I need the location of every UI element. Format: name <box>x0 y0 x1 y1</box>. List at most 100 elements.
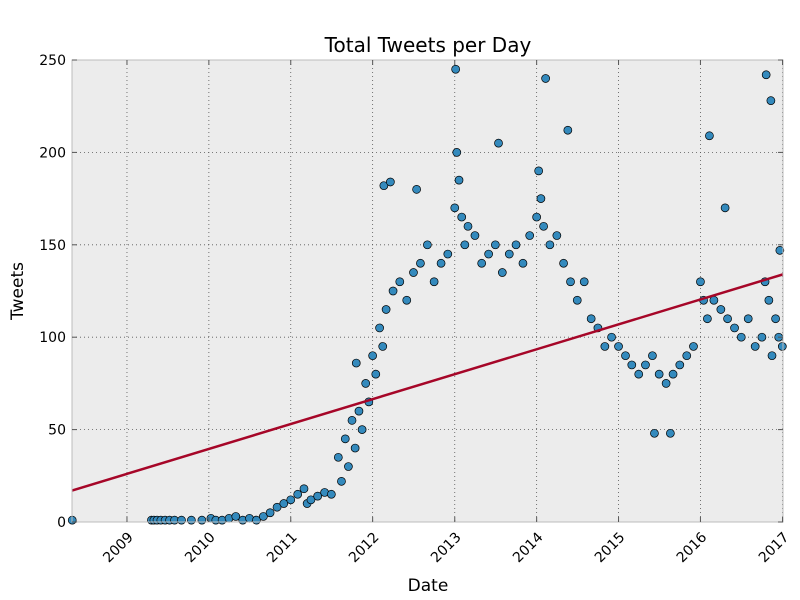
data-point <box>777 342 787 351</box>
y-tick-label: 250 <box>39 53 66 69</box>
data-point <box>450 203 460 213</box>
data-point <box>491 240 500 250</box>
data-point <box>463 221 473 231</box>
data-point <box>443 249 453 259</box>
data-point <box>650 428 659 438</box>
data-point <box>361 379 371 388</box>
x-tick-label: 2009 <box>100 530 137 567</box>
data-point <box>340 434 350 444</box>
data-point <box>402 295 412 305</box>
data-point <box>371 369 381 379</box>
data-point <box>563 125 573 135</box>
data-point <box>689 342 698 351</box>
data-point <box>541 74 550 83</box>
data-point <box>566 277 575 287</box>
data-point <box>716 305 726 314</box>
data-point <box>231 512 241 521</box>
data-point <box>572 295 582 305</box>
data-point <box>720 203 730 213</box>
data-point <box>696 277 705 287</box>
x-tick-label: 2013 <box>428 530 465 567</box>
x-tick-label: 2014 <box>510 529 547 566</box>
x-tick-label: 2010 <box>182 530 219 567</box>
data-point <box>750 342 760 351</box>
x-tick-label: 2015 <box>592 530 629 567</box>
data-point <box>423 240 432 250</box>
data-point <box>457 212 467 222</box>
axis-ticks <box>72 59 784 523</box>
data-point <box>272 502 282 512</box>
data-point <box>379 181 389 191</box>
data-point <box>614 342 623 351</box>
data-point <box>730 323 739 333</box>
data-point <box>350 443 360 453</box>
data-point <box>654 369 664 379</box>
data-point <box>705 131 714 141</box>
data-point <box>381 305 391 314</box>
data-point <box>682 351 692 361</box>
data-point <box>775 245 785 255</box>
data-point <box>452 148 462 157</box>
data-point <box>668 369 678 379</box>
data-point <box>416 258 425 268</box>
data-point <box>279 499 289 508</box>
y-tick-labels: 0 50 100 150 200 250 <box>39 53 66 531</box>
data-point <box>484 249 493 259</box>
plot-area <box>72 60 783 522</box>
data-point <box>368 351 377 361</box>
data-point <box>586 314 596 324</box>
data-point <box>536 194 546 203</box>
data-point <box>511 240 521 250</box>
data-point <box>723 314 732 324</box>
data-point <box>736 332 746 342</box>
data-point <box>600 342 610 351</box>
data-point <box>327 489 336 499</box>
x-axis-label: Date <box>408 576 449 596</box>
data-point <box>333 452 343 462</box>
x-tick-labels: 2009 2010 2011 2012 2013 2014 2015 2016 2017 <box>100 529 792 566</box>
y-tick-label: 50 <box>48 423 66 439</box>
data-point <box>197 515 207 525</box>
data-point <box>497 268 507 277</box>
data-point <box>532 212 542 222</box>
data-point <box>357 425 367 434</box>
data-point <box>579 277 589 287</box>
data-point <box>743 314 753 324</box>
data-point <box>395 277 405 287</box>
data-point <box>627 360 637 370</box>
data-point <box>388 286 398 296</box>
data-point <box>412 185 421 194</box>
data-point <box>286 495 296 505</box>
data-point <box>766 96 776 106</box>
data-point <box>621 351 630 361</box>
data-point <box>344 462 353 471</box>
data-point <box>187 515 196 525</box>
data-point <box>661 379 671 388</box>
data-point <box>666 428 675 438</box>
data-point <box>767 351 777 361</box>
data-point <box>494 138 503 148</box>
data-point <box>648 351 657 361</box>
data-point <box>641 360 650 370</box>
data-point <box>299 484 309 494</box>
data-point <box>764 295 774 305</box>
trend-line <box>71 273 784 492</box>
data-point <box>504 249 514 259</box>
data-point <box>386 177 395 187</box>
data-point <box>375 323 384 333</box>
chart-title: Total Tweets per Day <box>324 33 532 57</box>
data-point <box>354 406 364 416</box>
y-axis-label: Tweets <box>8 262 28 321</box>
data-point <box>552 231 562 240</box>
data-point <box>259 512 268 521</box>
data-point <box>337 476 346 486</box>
data-point <box>545 240 555 250</box>
data-point <box>177 515 186 525</box>
x-tick-label: 2016 <box>674 529 711 566</box>
data-point <box>761 70 771 80</box>
data-point <box>634 369 644 379</box>
data-point <box>306 495 316 505</box>
y-tick-label: 0 <box>57 515 66 531</box>
data-point <box>454 175 464 185</box>
